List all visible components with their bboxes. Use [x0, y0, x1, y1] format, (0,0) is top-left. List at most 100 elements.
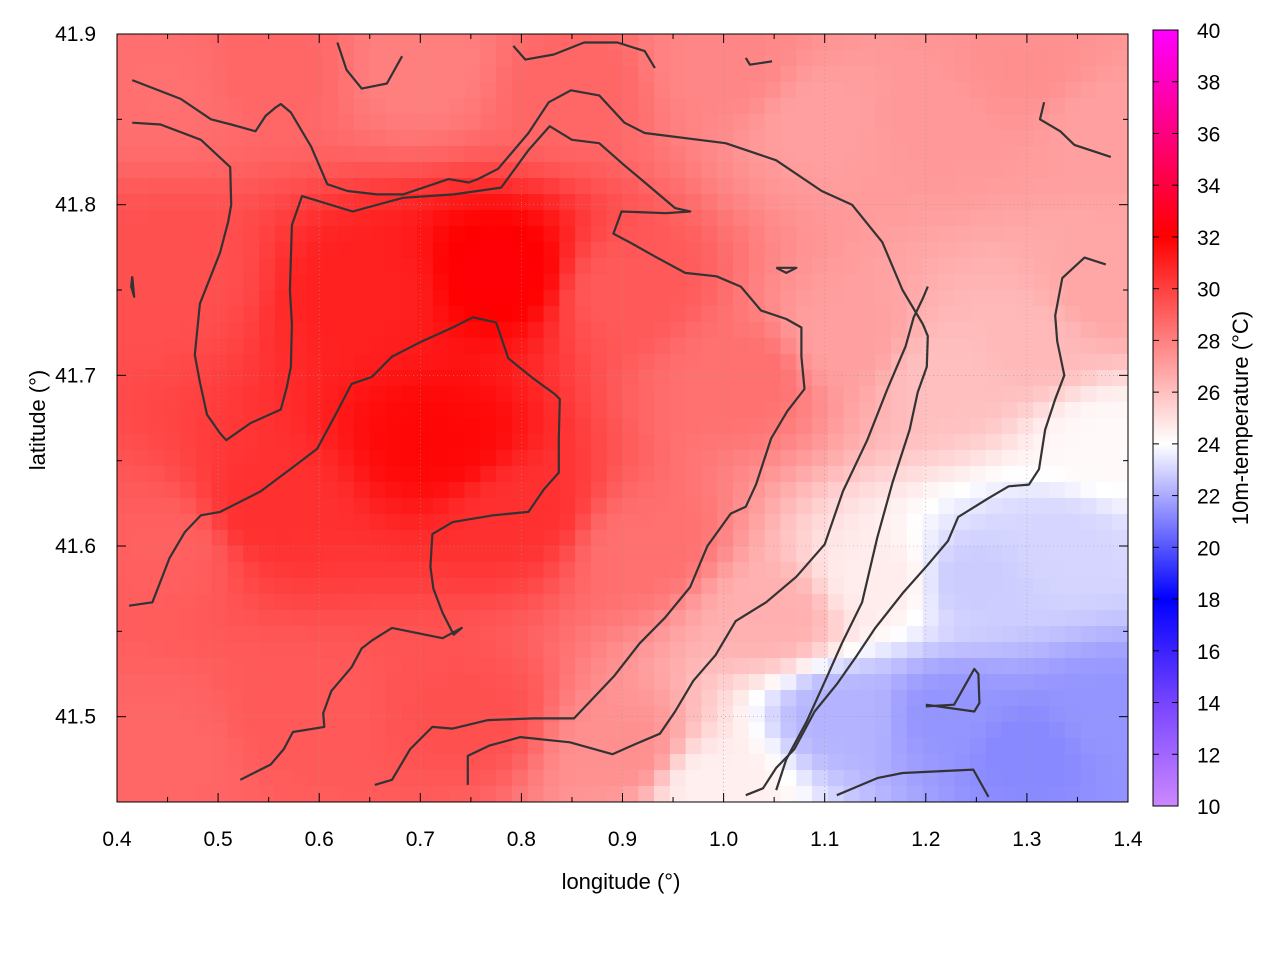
heatmap-cell — [985, 514, 1003, 531]
heatmap-cell — [622, 242, 639, 259]
heatmap-cell — [417, 786, 434, 802]
heatmap-cell — [701, 722, 718, 739]
heatmap-cell — [164, 194, 181, 211]
heatmap-cell — [938, 706, 955, 723]
heatmap-cell — [1112, 530, 1128, 547]
heatmap-cell — [1017, 146, 1034, 163]
heatmap-cell — [448, 82, 466, 99]
heatmap-cell — [954, 98, 971, 115]
heatmap-cell — [353, 754, 371, 771]
heatmap-cell — [369, 114, 387, 131]
heatmap-cell — [891, 418, 908, 435]
heatmap-cell — [812, 130, 829, 147]
heatmap-cell — [891, 194, 908, 211]
heatmap-cell — [1033, 242, 1050, 259]
heatmap-cell — [1064, 354, 1082, 371]
heatmap-cell — [543, 770, 560, 787]
heatmap-cell — [938, 738, 955, 755]
heatmap-cell — [164, 162, 181, 179]
heatmap-cell — [1112, 306, 1128, 323]
heatmap-cell — [1112, 226, 1128, 243]
heatmap-cell — [306, 722, 323, 739]
heatmap-cell — [1001, 242, 1019, 259]
heatmap-cell — [180, 274, 197, 291]
heatmap-cell — [164, 418, 181, 435]
heatmap-cell — [306, 274, 323, 291]
heatmap-cell — [780, 770, 797, 787]
heatmap-cell — [448, 274, 466, 291]
heatmap-cell — [780, 482, 797, 499]
heatmap-cell — [274, 658, 292, 675]
heatmap-cell — [654, 66, 671, 83]
heatmap-cell — [180, 722, 197, 739]
heatmap-cell — [243, 146, 260, 163]
heatmap-cell — [654, 466, 671, 483]
heatmap-cell — [417, 770, 434, 787]
heatmap-cell — [543, 674, 560, 691]
heatmap-cell — [464, 514, 481, 531]
heatmap-cell — [211, 546, 229, 563]
heatmap-cell — [1017, 738, 1034, 755]
heatmap-cell — [1017, 418, 1034, 435]
heatmap-cell — [464, 130, 481, 147]
heatmap-cell — [1017, 754, 1034, 771]
heatmap-cell — [511, 146, 529, 163]
heatmap-cell — [654, 674, 671, 691]
heatmap-cell — [654, 642, 671, 659]
heatmap-cell — [875, 178, 892, 195]
heatmap-cell — [654, 594, 671, 611]
heatmap-cell — [1001, 402, 1019, 419]
heatmap-cell — [733, 578, 750, 595]
heatmap-cell — [401, 66, 418, 83]
heatmap-cell — [654, 338, 671, 355]
heatmap-cell — [448, 754, 466, 771]
heatmap-cell — [132, 242, 150, 259]
heatmap-cell — [259, 98, 276, 115]
heatmap-cell — [733, 322, 750, 339]
heatmap-cell — [843, 258, 861, 275]
heatmap-cell — [559, 578, 576, 595]
heatmap-cell — [827, 370, 845, 387]
heatmap-cell — [1080, 530, 1098, 547]
heatmap-cell — [1049, 706, 1066, 723]
heatmap-cell — [875, 306, 892, 323]
heatmap-cell — [954, 82, 971, 99]
heatmap-cell — [511, 514, 529, 531]
heatmap-cell — [733, 450, 750, 467]
heatmap-cell — [306, 338, 323, 355]
heatmap-cell — [922, 50, 940, 67]
heatmap-cell — [290, 226, 308, 243]
heatmap-cell — [733, 290, 750, 307]
heatmap-cell — [1017, 370, 1034, 387]
heatmap-cell — [1112, 450, 1128, 467]
heatmap-cell — [575, 722, 592, 739]
heatmap-cell — [938, 770, 955, 787]
heatmap-cell — [669, 178, 687, 195]
contour-10 — [336, 42, 404, 90]
heatmap-cell — [543, 274, 560, 291]
heatmap-cell — [227, 610, 244, 627]
heatmap-cell — [985, 146, 1003, 163]
heatmap-cell — [180, 530, 197, 547]
heatmap-cell — [780, 98, 797, 115]
heatmap-cell — [417, 402, 434, 419]
heatmap-cell — [401, 786, 418, 802]
heatmap-cell — [1064, 530, 1082, 547]
heatmap-cell — [132, 370, 150, 387]
heatmap-cell — [796, 130, 813, 147]
heatmap-cell — [274, 178, 292, 195]
heatmap-cell — [827, 98, 845, 115]
axis-layer: 0.4 0.5 0.6 0.7 0.8 0.9 1.0 1.1 1.2 1.3 1.441.541.… — [55, 23, 1143, 851]
heatmap-cell — [954, 578, 971, 595]
heatmap-cell — [638, 306, 655, 323]
heatmap-cell — [1033, 34, 1050, 51]
heatmap-cell — [638, 594, 655, 611]
heatmap-cell — [322, 322, 339, 339]
heatmap-cell — [417, 594, 434, 611]
heatmap-cell — [796, 690, 813, 707]
heatmap-cell — [511, 258, 529, 275]
heatmap-cell — [369, 258, 387, 275]
heatmap-cell — [796, 786, 813, 802]
heatmap-cell — [164, 690, 181, 707]
heatmap-cell — [322, 562, 339, 579]
